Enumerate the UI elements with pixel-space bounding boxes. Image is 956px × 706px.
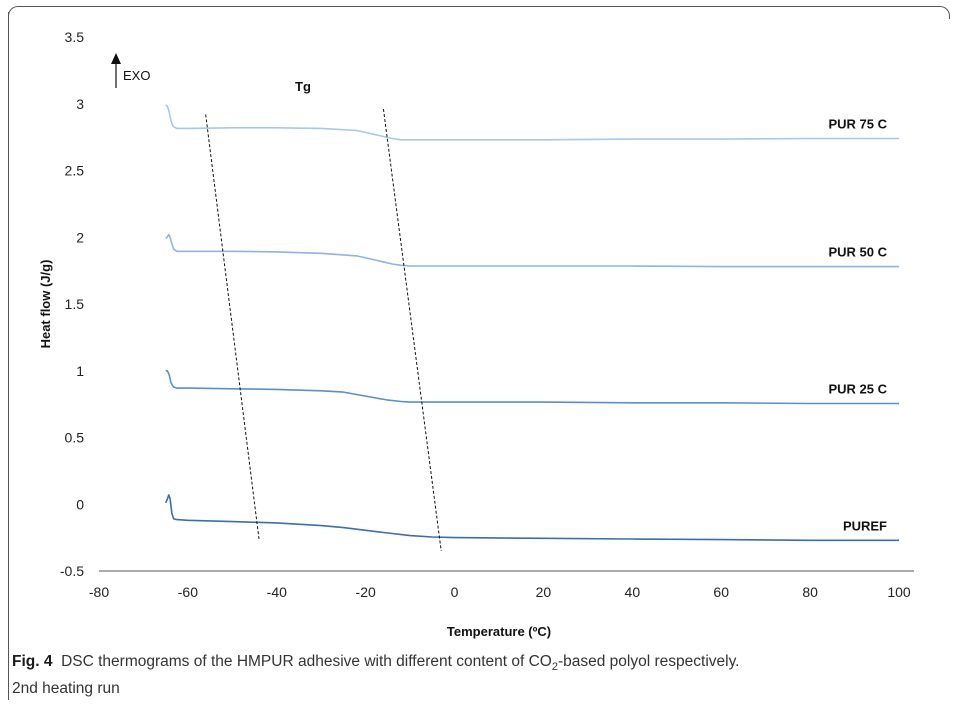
series-line-pur-25-c — [165, 369, 899, 405]
chart-annotations: Tg EXO — [111, 53, 442, 552]
y-tick-label: 1 — [76, 363, 84, 379]
y-tick-label: -0.5 — [60, 563, 84, 579]
caption-subscript: 2 — [551, 661, 558, 674]
tg-dashed-line — [382, 109, 442, 552]
tg-dashed-line — [205, 114, 260, 540]
y-tick-label: 2 — [76, 229, 84, 245]
x-tick-label: 0 — [451, 584, 459, 600]
series-label: PUR 75 C — [828, 116, 887, 131]
exo-arrow-head — [111, 53, 121, 64]
caption-figure-number: Fig. 4 — [12, 653, 53, 670]
x-tick-label: 40 — [625, 584, 641, 600]
exo-label: EXO — [123, 68, 150, 83]
caption-line-2: 2nd heating run — [12, 680, 120, 698]
tg-label: Tg — [295, 79, 311, 94]
figure-caption: Fig. 4 DSC thermograms of the HMPUR adhe… — [12, 651, 942, 700]
dsc-chart: -0.5 0 0.5 1 1.5 2 2.5 3 3.5 -80 -60 -40 -20 0 20 40 60 8… — [38, 29, 914, 639]
y-tick-label: 3.5 — [65, 29, 85, 45]
caption-text-end: -based polyol respectively. — [557, 653, 740, 670]
y-tick-label: 2.5 — [65, 163, 85, 179]
y-tick-label: 1.5 — [65, 296, 85, 312]
series-label: PUR 50 C — [828, 245, 887, 260]
series-line-pur-75-c — [165, 104, 899, 141]
y-tick-label: 3 — [76, 96, 84, 112]
y-tick-label: 0.5 — [65, 430, 85, 446]
x-tick-label: -80 — [89, 584, 109, 600]
x-tick-label: 80 — [802, 584, 818, 600]
x-tick-label: -40 — [267, 584, 287, 600]
chart-series: PUR 75 C PUR 50 C PUR 25 C PUREF — [164, 104, 899, 542]
y-tick-label: 0 — [76, 496, 84, 512]
x-tick-label: -20 — [356, 584, 376, 600]
series-line-pur-50-c — [165, 233, 899, 268]
caption-text: DSC thermograms of the HMPUR adhesive wi… — [52, 653, 552, 670]
series-label: PUR 25 C — [828, 381, 887, 396]
y-axis-title: Heat flow (J/g) — [38, 260, 53, 349]
x-tick-label: 100 — [887, 584, 911, 600]
x-tick-label: 20 — [536, 584, 552, 600]
x-axis-title: Temperature (ºC) — [447, 624, 551, 639]
chart-axes: -0.5 0 0.5 1 1.5 2 2.5 3 3.5 -80 -60 -40 -20 0 20 40 60 8… — [38, 29, 914, 639]
x-tick-label: -60 — [178, 584, 198, 600]
figure-frame-left — [8, 12, 9, 700]
x-tick-label: 60 — [713, 584, 729, 600]
series-line-puref — [164, 494, 899, 542]
series-label: PUREF — [843, 518, 887, 533]
